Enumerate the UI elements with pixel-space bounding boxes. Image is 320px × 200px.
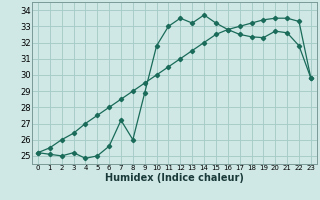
X-axis label: Humidex (Indice chaleur): Humidex (Indice chaleur)	[105, 173, 244, 183]
